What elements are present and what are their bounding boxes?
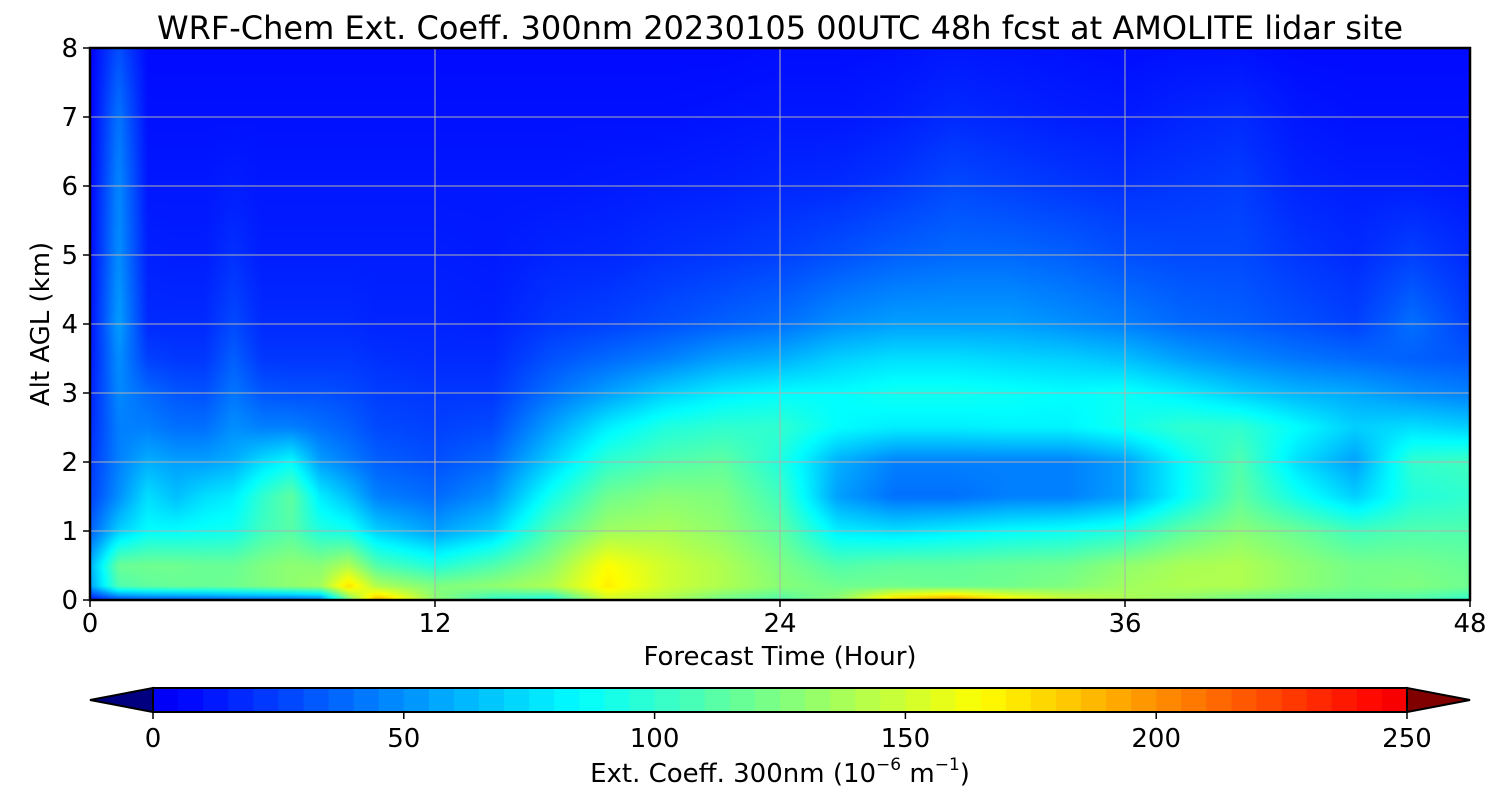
colorbar-swatch (554, 688, 580, 712)
colorbar-tick-label: 150 (881, 724, 931, 754)
colorbar-swatch (1206, 688, 1233, 712)
colorbar-swatch (1156, 688, 1182, 712)
colorbar-swatch (1306, 688, 1333, 712)
colorbar-swatch (955, 688, 982, 712)
y-tick-label: 5 (61, 241, 78, 271)
colorbar-swatch (378, 688, 405, 712)
colorbar-swatch (654, 688, 681, 712)
colorbar-extend-high (1406, 686, 1471, 714)
colorbar-swatch (403, 688, 430, 712)
x-axis-label: Forecast Time (Hour) (643, 642, 916, 672)
colorbar-swatch (228, 688, 254, 712)
colorbar-swatch (479, 688, 505, 712)
colorbar-swatch (1131, 688, 1157, 712)
colorbar-swatch (1106, 688, 1132, 712)
colorbar-swatch (428, 688, 455, 712)
colorbar-swatch (1281, 688, 1308, 712)
x-tick-label: 12 (418, 609, 451, 639)
colorbar-swatch (504, 688, 530, 712)
colorbar-tick-label: 0 (145, 724, 162, 754)
colorbar-swatch (1381, 688, 1408, 712)
colorbar-swatch (1080, 688, 1107, 712)
colorbar-tick-label: 50 (387, 724, 420, 754)
colorbar-swatch (153, 688, 179, 712)
y-tick-label: 1 (61, 517, 78, 547)
colorbar-swatch (930, 688, 957, 712)
colorbar-frame (152, 687, 1408, 713)
colorbar-swatch (679, 688, 706, 712)
x-tick-label: 48 (1453, 609, 1486, 639)
colorbar: 0 50 100 150 200 250 Ext. Coeff. 300nm (10−6 … (89, 686, 1471, 789)
colorbar-ticks: 0 50 100 150 200 250 (145, 712, 1432, 754)
grid-lines (90, 48, 1470, 600)
colorbar-swatch (604, 688, 631, 712)
y-tick-label: 8 (61, 34, 78, 64)
y-tick-label: 2 (61, 448, 78, 478)
colorbar-swatch (1231, 688, 1258, 712)
x-tick-label: 24 (763, 609, 796, 639)
colorbar-swatch (1030, 688, 1057, 712)
colorbar-swatch (178, 688, 204, 712)
colorbar-swatch (729, 688, 756, 712)
colorbar-swatch (1005, 688, 1032, 712)
y-tick-label: 3 (61, 379, 78, 409)
y-tick-label: 4 (61, 310, 78, 340)
colorbar-swatch (629, 688, 656, 712)
colorbar-swatch (1181, 688, 1207, 712)
colorbar-extend-low (89, 686, 154, 714)
colorbar-label-end: ) (960, 759, 970, 789)
colorbar-label-exp2: −1 (935, 755, 960, 775)
colorbar-swatch (1331, 688, 1358, 712)
y-tick-label: 6 (61, 172, 78, 202)
y-axis-label: Alt AGL (km) (26, 242, 56, 406)
colorbar-swatch (805, 688, 831, 712)
y-axis-ticks: 0 1 2 3 4 5 6 7 8 (61, 34, 90, 616)
colorbar-label-main: Ext. Coeff. 300nm (10 (590, 759, 876, 789)
x-axis-ticks: 0 12 24 36 48 (82, 600, 1487, 639)
colorbar-tick-label: 100 (630, 724, 680, 754)
colorbar-swatch (880, 688, 906, 712)
colorbar-swatch (529, 688, 555, 712)
colorbar-swatch (980, 688, 1007, 712)
chart-title: WRF-Chem Ext. Coeff. 300nm 20230105 00UT… (157, 9, 1403, 47)
y-tick-label: 0 (61, 586, 78, 616)
colorbar-tick-label: 250 (1382, 724, 1432, 754)
colorbar-swatch (830, 688, 856, 712)
colorbar-swatch (1055, 688, 1082, 712)
colorbar-label-mid: m (901, 759, 935, 789)
colorbar-swatch (1356, 688, 1383, 712)
colorbar-swatch (203, 688, 229, 712)
colorbar-swatch (253, 688, 279, 712)
colorbar-swatch (353, 688, 380, 712)
colorbar-label: Ext. Coeff. 300nm (10−6 m−1) (590, 755, 970, 789)
colorbar-swatch (855, 688, 881, 712)
colorbar-swatch (579, 688, 606, 712)
colorbar-swatch (1256, 688, 1283, 712)
colorbar-swatch (780, 688, 806, 712)
colorbar-swatch (754, 688, 781, 712)
colorbar-swatch (453, 688, 480, 712)
colorbar-label-exp1: −6 (876, 755, 901, 775)
x-tick-label: 36 (1108, 609, 1141, 639)
colorbar-swatches (153, 688, 1408, 712)
colorbar-swatch (704, 688, 731, 712)
colorbar-swatch (278, 688, 305, 712)
colorbar-tick-label: 200 (1131, 724, 1181, 754)
colorbar-swatch (303, 688, 330, 712)
colorbar-swatch (328, 688, 355, 712)
y-tick-label: 7 (61, 103, 78, 133)
x-tick-label: 0 (82, 609, 99, 639)
colorbar-swatch (905, 688, 932, 712)
